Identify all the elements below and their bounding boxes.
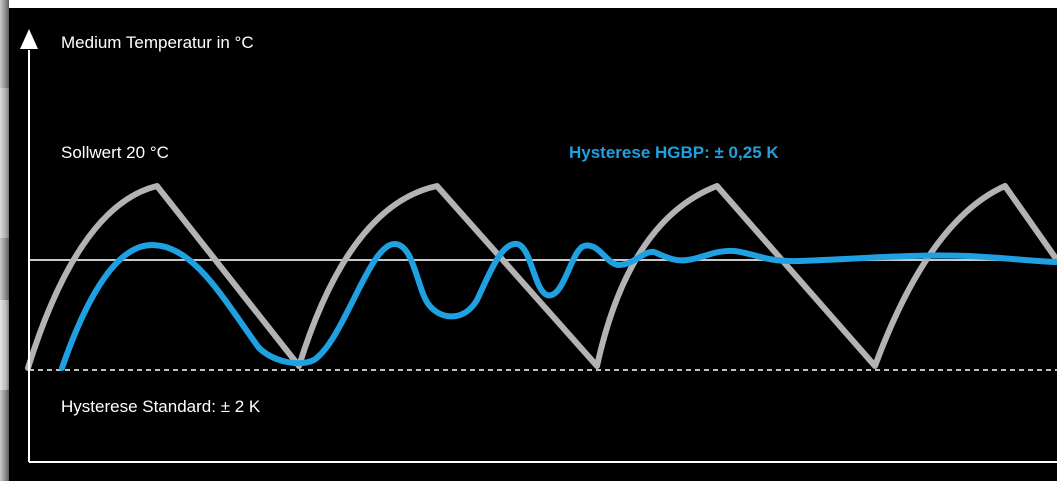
left-edge-strip [0,0,9,481]
y-axis-arrowhead [20,29,38,49]
chart-panel: Medium Temperatur in °C Sollwert 20 °C H… [9,0,1057,481]
standard-hysteresis-label: Hysterese Standard: ± 2 K [61,397,261,416]
y-axis-label: Medium Temperatur in °C [61,33,254,52]
setpoint-label: Sollwert 20 °C [61,143,169,162]
standard-hysteresis-curve [25,183,1057,371]
hysteresis-diagram [20,29,1057,463]
hgbp-hysteresis-curve [59,241,1057,371]
hgbp-hysteresis-label: Hysterese HGBP: ± 0,25 K [569,143,779,162]
top-border [9,0,1057,8]
